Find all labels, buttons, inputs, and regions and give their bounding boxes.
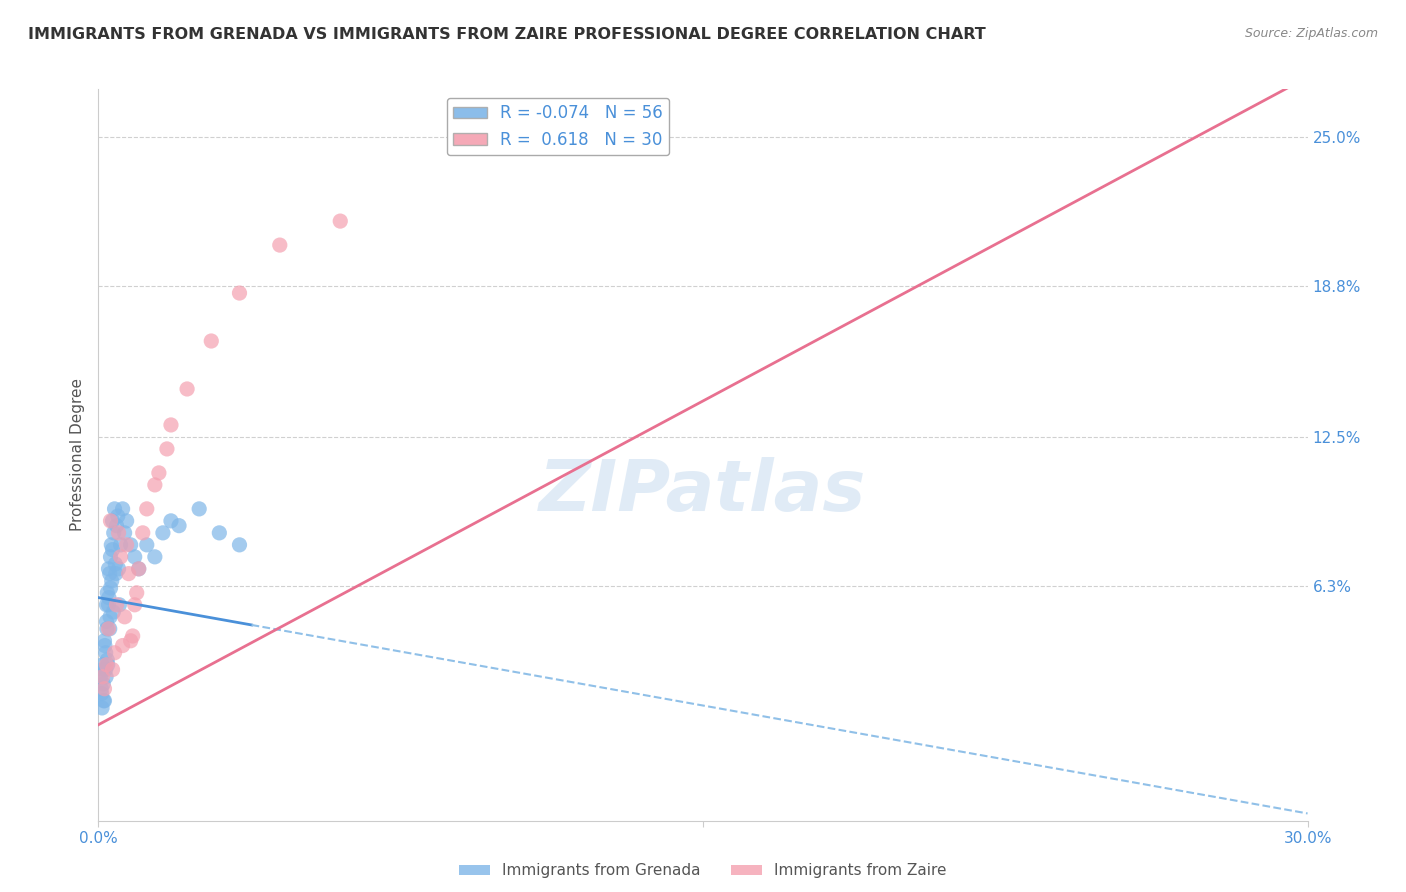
Point bbox=[167, 518, 190, 533]
Point bbox=[96, 653, 118, 667]
Point bbox=[115, 514, 138, 528]
Point bbox=[156, 442, 179, 456]
Point bbox=[107, 509, 129, 524]
Point bbox=[96, 622, 118, 636]
Point bbox=[93, 694, 115, 708]
Point bbox=[128, 562, 150, 576]
Legend: R = -0.074   N = 56, R =  0.618   N = 30: R = -0.074 N = 56, R = 0.618 N = 30 bbox=[447, 97, 669, 155]
Point bbox=[94, 639, 117, 653]
Point bbox=[110, 538, 132, 552]
Point bbox=[97, 622, 120, 636]
Point bbox=[94, 646, 117, 660]
Text: Source: ZipAtlas.com: Source: ZipAtlas.com bbox=[1244, 27, 1378, 40]
Point bbox=[94, 670, 117, 684]
Point bbox=[91, 670, 114, 684]
Point bbox=[269, 238, 291, 252]
Y-axis label: Professional Degree: Professional Degree bbox=[69, 378, 84, 532]
Point bbox=[96, 657, 118, 672]
Point bbox=[128, 562, 150, 576]
Point bbox=[97, 591, 120, 605]
Point bbox=[90, 687, 112, 701]
Point bbox=[103, 605, 125, 619]
Point bbox=[152, 525, 174, 540]
Point bbox=[228, 538, 250, 552]
Point bbox=[94, 663, 117, 677]
Point bbox=[329, 214, 352, 228]
Point bbox=[110, 549, 132, 564]
Point bbox=[93, 633, 115, 648]
Point bbox=[118, 566, 141, 581]
Point bbox=[93, 694, 115, 708]
Point bbox=[200, 334, 222, 348]
Point bbox=[104, 557, 127, 571]
Point bbox=[96, 598, 118, 612]
Point bbox=[135, 538, 157, 552]
Point bbox=[100, 514, 122, 528]
Point bbox=[105, 598, 128, 612]
Point bbox=[98, 622, 121, 636]
Point bbox=[93, 681, 115, 696]
Point bbox=[96, 586, 118, 600]
Point bbox=[100, 574, 122, 588]
Point bbox=[160, 514, 183, 528]
Point bbox=[101, 542, 124, 557]
Point bbox=[104, 566, 127, 581]
Point bbox=[120, 538, 142, 552]
Point bbox=[91, 663, 114, 677]
Legend: Immigrants from Grenada, Immigrants from Zaire: Immigrants from Grenada, Immigrants from… bbox=[453, 857, 953, 884]
Point bbox=[114, 525, 136, 540]
Point bbox=[124, 598, 146, 612]
Point bbox=[143, 478, 166, 492]
Point bbox=[111, 501, 134, 516]
Point bbox=[115, 538, 138, 552]
Point bbox=[103, 525, 125, 540]
Point bbox=[176, 382, 198, 396]
Point bbox=[124, 549, 146, 564]
Point bbox=[125, 586, 148, 600]
Point bbox=[107, 562, 129, 576]
Point bbox=[89, 670, 111, 684]
Point bbox=[91, 677, 114, 691]
Point bbox=[114, 609, 136, 624]
Point bbox=[97, 598, 120, 612]
Point bbox=[101, 663, 124, 677]
Point bbox=[121, 629, 143, 643]
Point bbox=[208, 525, 231, 540]
Point bbox=[98, 609, 121, 624]
Point bbox=[148, 466, 170, 480]
Text: IMMIGRANTS FROM GRENADA VS IMMIGRANTS FROM ZAIRE PROFESSIONAL DEGREE CORRELATION: IMMIGRANTS FROM GRENADA VS IMMIGRANTS FR… bbox=[28, 27, 986, 42]
Point bbox=[188, 501, 211, 516]
Point bbox=[103, 646, 125, 660]
Point bbox=[98, 566, 121, 581]
Point bbox=[91, 657, 114, 672]
Point bbox=[91, 701, 114, 715]
Point bbox=[135, 501, 157, 516]
Point bbox=[107, 525, 129, 540]
Point bbox=[103, 501, 125, 516]
Point bbox=[100, 538, 122, 552]
Point bbox=[100, 581, 122, 595]
Point bbox=[132, 525, 155, 540]
Point bbox=[97, 657, 120, 672]
Point bbox=[228, 286, 250, 301]
Point bbox=[108, 598, 131, 612]
Point bbox=[105, 518, 128, 533]
Point bbox=[90, 681, 112, 696]
Point bbox=[101, 514, 124, 528]
Point bbox=[143, 549, 166, 564]
Point bbox=[100, 549, 122, 564]
Text: ZIPatlas: ZIPatlas bbox=[540, 457, 866, 526]
Point bbox=[160, 417, 183, 432]
Point bbox=[120, 633, 142, 648]
Point bbox=[111, 639, 134, 653]
Point bbox=[97, 562, 120, 576]
Point bbox=[96, 615, 118, 629]
